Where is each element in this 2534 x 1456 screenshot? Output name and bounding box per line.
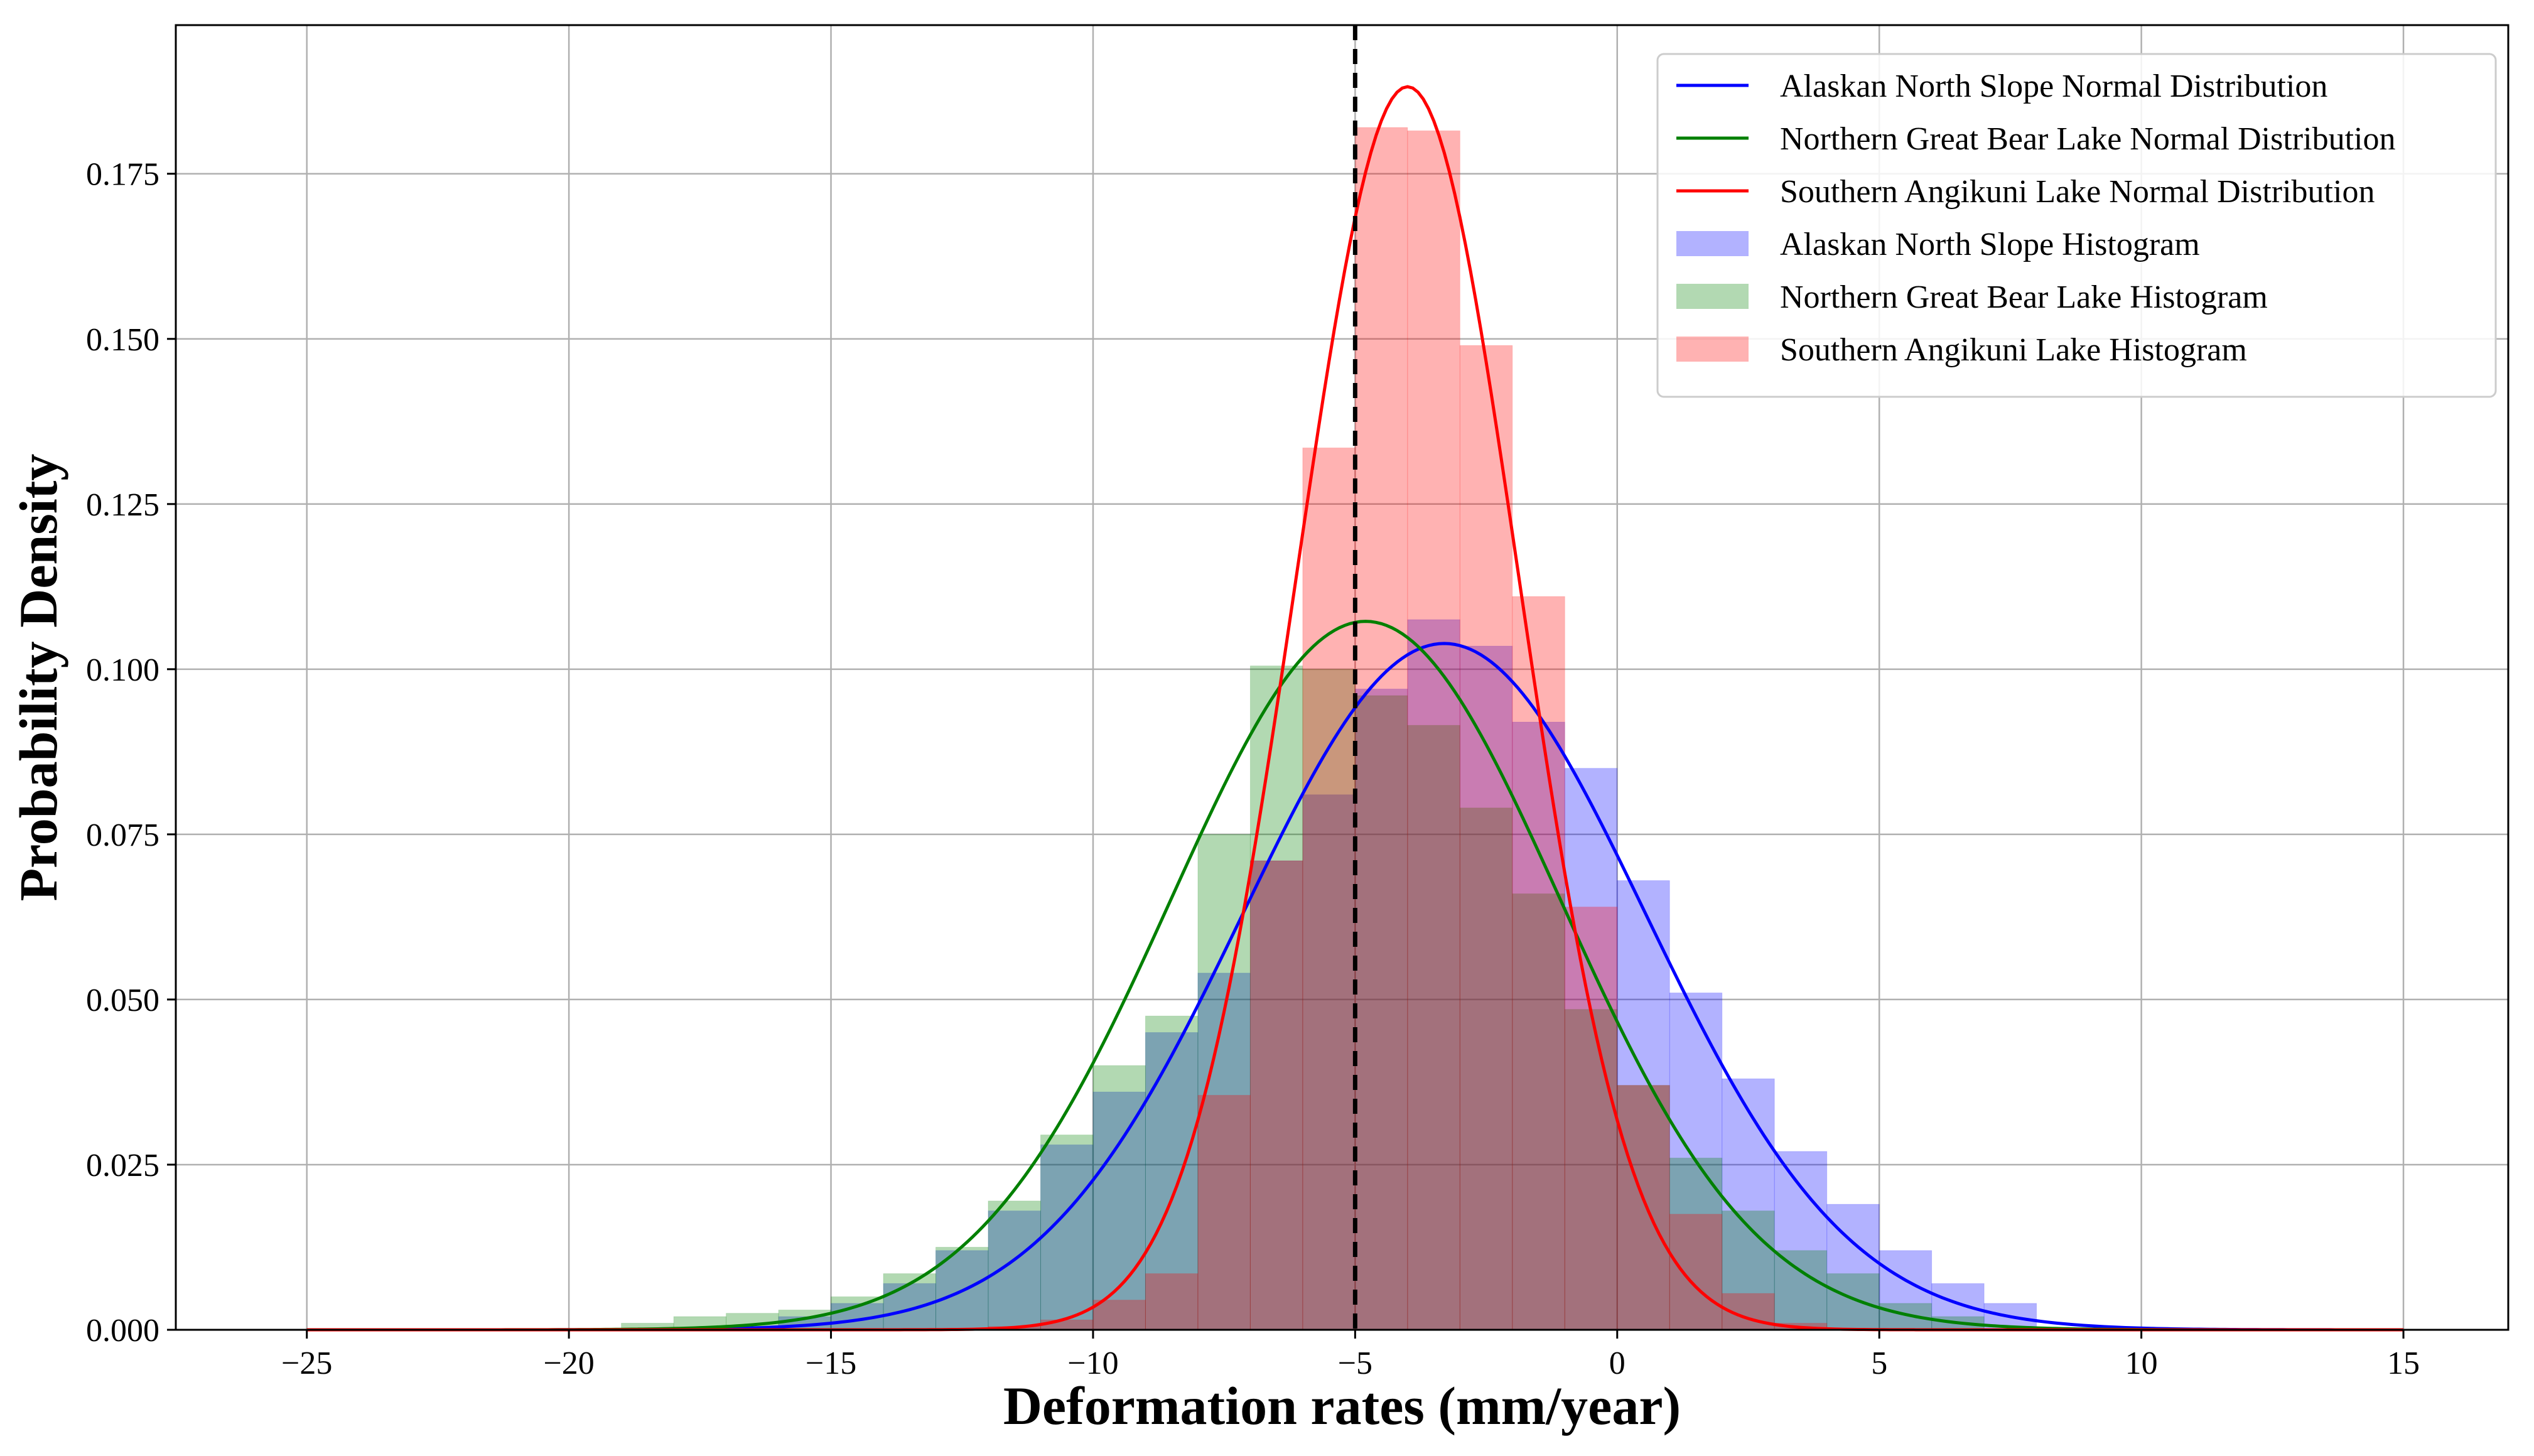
y-tick-label: 0.075 — [86, 817, 159, 853]
histogram-bar — [1617, 1085, 1670, 1330]
legend-label: Alaskan North Slope Normal Distribution — [1780, 68, 2327, 104]
histogram-bar — [1826, 1273, 1880, 1330]
legend-box — [1656, 53, 2497, 398]
histogram-bar — [1302, 447, 1356, 1330]
x-tick-label: 15 — [2387, 1345, 2420, 1381]
y-tick-label: 0.050 — [86, 983, 159, 1018]
histogram-bar — [831, 1296, 884, 1330]
histogram-bar — [1040, 1135, 1094, 1330]
legend-patch-swatch — [1676, 337, 1749, 362]
histogram-bar — [1564, 1009, 1618, 1330]
legend-label: Alaskan North Slope Histogram — [1780, 227, 2200, 262]
y-tick-label: 0.125 — [86, 487, 159, 523]
x-axis-ticks: −25 −20 −15 −10 −5 0 5 10 15 — [281, 1330, 2420, 1381]
histogram-bar — [1302, 794, 1356, 1330]
x-tick-label: 0 — [1609, 1345, 1626, 1381]
histogram-series — [988, 127, 1828, 1330]
histogram-bar — [1459, 645, 1513, 1330]
y-tick-label: 0.175 — [86, 157, 159, 193]
histogram-bar — [1407, 725, 1460, 1330]
x-tick-label: −10 — [1067, 1345, 1118, 1381]
histogram-bar — [1617, 1085, 1670, 1330]
legend-label: Northern Great Bear Lake Normal Distribu… — [1780, 121, 2395, 157]
legend-label: Northern Great Bear Lake Histogram — [1780, 279, 2268, 315]
y-axis-ticks: 0.000 0.025 0.050 0.075 0.100 0.125 0.150 0.175 — [86, 157, 176, 1349]
legend-patch-swatch — [1676, 231, 1749, 256]
histogram-bar — [1197, 1094, 1251, 1330]
histogram-bars — [621, 127, 2037, 1330]
histogram-bar — [1040, 1319, 1094, 1330]
histogram-bar — [1564, 768, 1618, 1330]
histogram-bar — [1354, 688, 1408, 1330]
x-axis-title: Deformation rates (mm/year) — [1003, 1376, 1681, 1436]
histogram-bar — [1669, 1214, 1723, 1330]
y-axis-title: Probability Density — [8, 454, 68, 902]
y-tick-label: 0.025 — [86, 1148, 159, 1184]
x-tick-label: −25 — [281, 1345, 332, 1381]
histogram-bar — [1774, 1250, 1828, 1330]
legend-label: Southern Angikuni Lake Histogram — [1780, 332, 2247, 368]
histogram-bar — [1092, 1065, 1146, 1330]
histogram-bar — [1249, 860, 1303, 1330]
histogram-bar — [1774, 1151, 1828, 1330]
histogram-bar — [1407, 619, 1460, 1330]
histogram-bar — [988, 1200, 1041, 1330]
legend-patch-swatch — [1676, 284, 1749, 309]
histogram-bar — [1092, 1091, 1146, 1330]
x-tick-label: 5 — [1871, 1345, 1887, 1381]
histogram-bar — [1407, 130, 1460, 1330]
histogram-bar — [1354, 695, 1408, 1330]
histogram-bar — [1459, 807, 1513, 1330]
x-tick-label: −20 — [543, 1345, 594, 1381]
y-tick-label: 0.100 — [86, 652, 159, 688]
y-tick-label: 0.000 — [86, 1313, 159, 1349]
histogram-bar — [1145, 1015, 1199, 1330]
x-tick-label: −5 — [1338, 1345, 1372, 1381]
histogram-bar — [1722, 1078, 1775, 1330]
histogram-bar — [1040, 1144, 1094, 1330]
histogram-series — [621, 666, 1985, 1330]
histogram-bar — [1249, 860, 1303, 1330]
x-tick-label: −15 — [806, 1345, 856, 1381]
histogram-bar — [1512, 893, 1565, 1330]
plot-frame — [175, 24, 2510, 1331]
histogram-bar — [1145, 1032, 1199, 1330]
histogram-bar — [1249, 666, 1303, 1330]
histogram-bar — [1092, 1300, 1146, 1330]
histogram-bar — [1564, 907, 1618, 1330]
histogram-bar — [1354, 127, 1408, 1330]
histogram-bar — [935, 1246, 989, 1330]
x-tick-label: 10 — [2125, 1345, 2158, 1381]
histogram-bar — [1459, 345, 1513, 1330]
histogram-bar — [1197, 973, 1251, 1330]
histogram-bar — [1145, 1273, 1199, 1330]
y-tick-label: 0.150 — [86, 322, 159, 358]
legend-label: Southern Angikuni Lake Normal Distributi… — [1780, 174, 2375, 210]
legend: Alaskan North Slope Normal Distribution N… — [1656, 53, 2497, 398]
